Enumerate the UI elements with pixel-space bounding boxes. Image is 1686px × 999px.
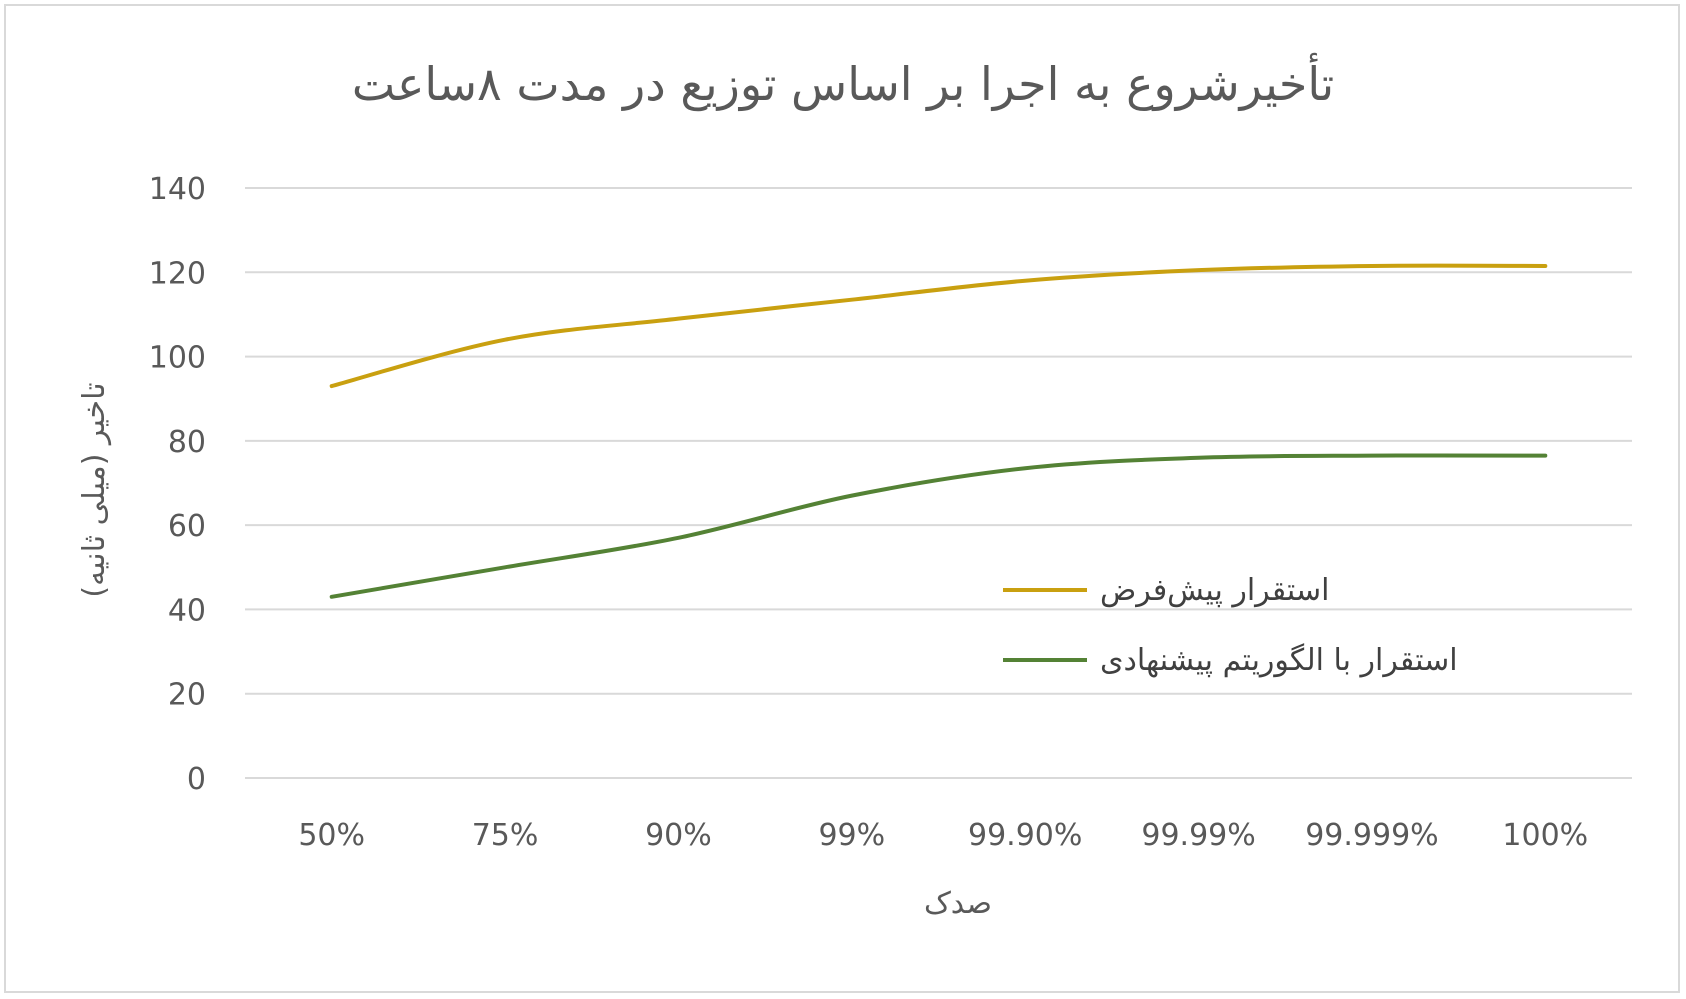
y-tick-label: 0 — [187, 762, 206, 797]
chart-title: تأخیرشروع به اجرا بر اساس توزیع در مدت ۸… — [352, 52, 1334, 112]
y-tick-label: 40 — [168, 593, 206, 628]
y-tick-label: 120 — [149, 256, 206, 291]
x-tick-label: 90% — [645, 818, 712, 853]
y-tick-label: 100 — [149, 341, 206, 376]
x-tick-label: 99% — [818, 818, 885, 853]
y-tick-label: 140 — [149, 172, 206, 207]
x-axis-title: صدک — [924, 886, 992, 921]
x-tick-label: 99.999% — [1305, 818, 1438, 853]
y-tick-label: 80 — [168, 425, 206, 460]
y-axis-title: تاخیر (میلی ثانیه) — [77, 382, 112, 597]
y-tick-label: 20 — [168, 678, 206, 713]
legend-label-1: استقرار پیش‌فرض — [1100, 573, 1329, 608]
y-tick-labels: 0 20 40 60 80 100 120 140 — [149, 172, 206, 797]
series-line-1 — [329, 263, 1548, 389]
gridlines — [245, 187, 1632, 779]
x-tick-label: 99.90% — [968, 818, 1082, 853]
x-tick-labels: 50% 75% 90% 99% 99.90% 99.99% 99.999% 100% — [298, 818, 1588, 853]
series-lines — [329, 263, 1548, 599]
legend: استقرار پیش‌فرض استقرار با الگوریتم پیشنه… — [1003, 573, 1458, 678]
series-line-2 — [329, 453, 1548, 599]
x-tick-label: 99.99% — [1141, 818, 1255, 853]
legend-label-2: استقرار با الگوریتم پیشنهادی — [1100, 643, 1458, 678]
x-tick-label: 75% — [472, 818, 539, 853]
x-tick-label: 100% — [1502, 818, 1588, 853]
y-tick-label: 60 — [168, 509, 206, 544]
x-tick-label: 50% — [298, 818, 365, 853]
